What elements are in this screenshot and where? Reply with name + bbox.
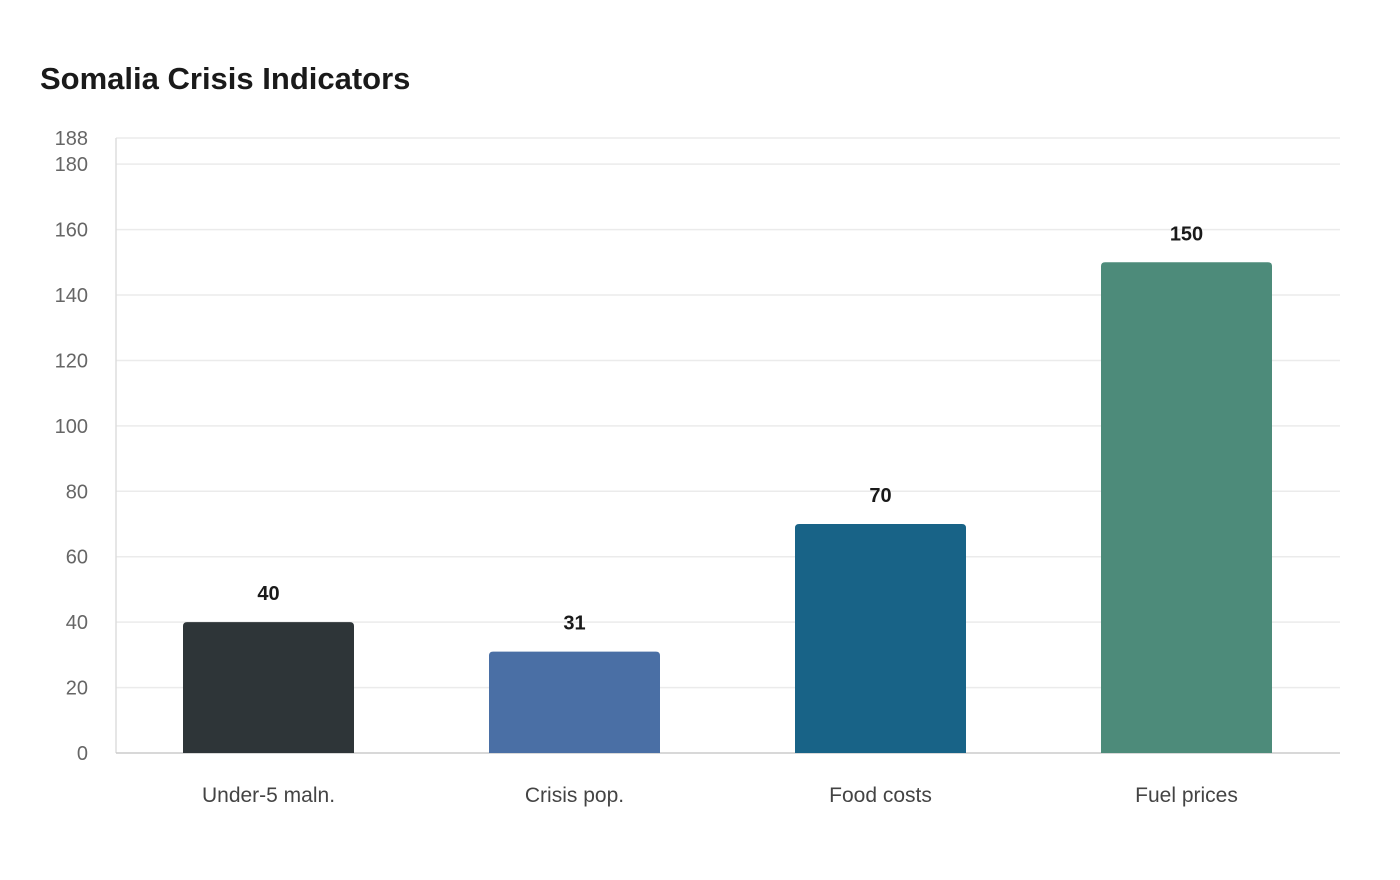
- bars: [183, 262, 1272, 753]
- y-tick-label: 0: [77, 743, 88, 765]
- y-tick-label: 180: [55, 154, 88, 176]
- bar-value-label: 70: [869, 485, 891, 507]
- bar: [183, 622, 354, 753]
- y-tick-label: 140: [55, 285, 88, 307]
- bar: [795, 524, 966, 753]
- y-tick-label: 60: [66, 547, 88, 569]
- x-category-label: Fuel prices: [1135, 784, 1238, 807]
- x-category-label: Crisis pop.: [525, 784, 624, 807]
- chart-title: Somalia Crisis Indicators: [40, 61, 411, 96]
- y-tick-label: 160: [55, 220, 88, 242]
- y-tick-label: 188: [55, 128, 88, 150]
- y-tick-labels: 0 20 40 60 80 100 120 140 160 180 188: [55, 128, 88, 765]
- category-labels: Under-5 maln. Crisis pop. Food costs Fuel p…: [202, 784, 1238, 807]
- bar-value-label: 150: [1170, 223, 1203, 245]
- y-tick-label: 120: [55, 350, 88, 372]
- x-category-label: Under-5 maln.: [202, 784, 335, 807]
- bar-value-label: 40: [257, 583, 279, 605]
- y-tick-label: 40: [66, 612, 88, 634]
- bar: [1101, 262, 1272, 753]
- value-labels: 40 31 70 150: [257, 223, 1203, 634]
- x-category-label: Food costs: [829, 784, 932, 807]
- y-tick-label: 20: [66, 678, 88, 700]
- bar: [489, 651, 660, 753]
- y-tick-label: 80: [66, 481, 88, 503]
- y-tick-label: 100: [55, 416, 88, 438]
- bar-value-label: 31: [563, 613, 585, 635]
